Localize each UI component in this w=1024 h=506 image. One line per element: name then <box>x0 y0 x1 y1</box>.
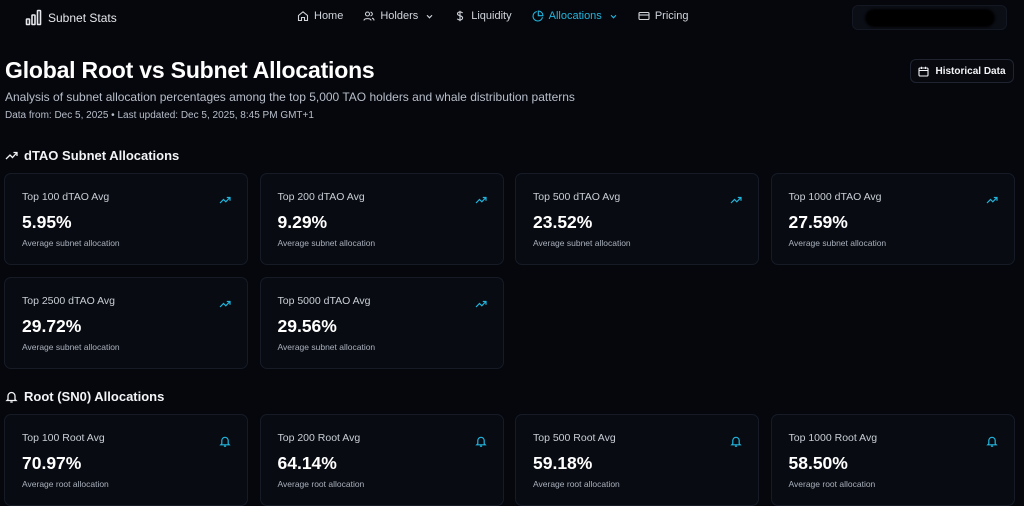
nav-links: Home Holders Liquidity <box>297 10 708 22</box>
card-value: 70.97% <box>22 453 82 473</box>
card-label: Top 1000 Root Avg <box>788 432 878 444</box>
bell-icon <box>474 435 487 447</box>
trending-up-icon <box>475 194 487 206</box>
calendar-icon <box>918 66 930 77</box>
trending-up-icon <box>219 298 231 310</box>
root-card-top-1000: Top 1000 Root Avg 58.50% Average root al… <box>770 414 1015 506</box>
bell-icon <box>730 435 742 447</box>
brand-name: Subnet Stats <box>48 10 117 25</box>
historical-data-button[interactable]: Historical Data <box>910 59 1014 83</box>
card-description: Average root allocation <box>788 479 876 489</box>
card-value: 29.72% <box>22 316 82 336</box>
bell-icon <box>219 435 231 447</box>
card-label: Top 200 dTAO Avg <box>277 191 365 203</box>
brand-logo[interactable]: Subnet Stats <box>25 9 117 26</box>
card-label: Top 100 Root Avg <box>22 432 105 444</box>
dtao-card-top-1000: Top 1000 dTAO Avg 27.59% Average subnet … <box>770 173 1015 265</box>
root-card-grid: Top 100 Root Avg 70.97% Average root all… <box>4 414 1015 506</box>
nav-item-label: Allocations <box>548 10 602 22</box>
card-label: Top 200 Root Avg <box>277 432 361 444</box>
section-title-dtao: dTAO Subnet Allocations <box>5 148 179 163</box>
nav-item-home[interactable]: Home <box>297 10 343 22</box>
card-label: Top 500 dTAO Avg <box>533 191 621 203</box>
nav-item-liquidity[interactable]: Liquidity <box>454 10 512 22</box>
nav-item-label: Home <box>314 10 344 22</box>
section-title-label: Root (SN0) Allocations <box>24 389 165 404</box>
trending-up-icon <box>730 194 742 206</box>
root-card-top-500: Top 500 Root Avg 59.18% Average root all… <box>515 414 759 506</box>
card-description: Average subnet allocation <box>22 238 120 248</box>
card-description: Average subnet allocation <box>277 238 376 248</box>
card-value: 27.59% <box>788 212 848 232</box>
dtao-card-top-5000: Top 5000 dTAO Avg 29.56% Average subnet … <box>259 277 504 369</box>
dtao-card-top-500: Top 500 dTAO Avg 23.52% Average subnet a… <box>515 173 759 265</box>
card-label: Top 2500 dTAO Avg <box>22 295 116 307</box>
chevron-down-icon <box>426 14 433 19</box>
card-description: Average root allocation <box>277 479 365 489</box>
dtao-card-top-200: Top 200 dTAO Avg 9.29% Average subnet al… <box>259 173 504 265</box>
bar-chart-icon <box>25 9 42 26</box>
nav-item-holders[interactable]: Holders <box>363 10 434 22</box>
card-label: Top 1000 dTAO Avg <box>788 191 882 203</box>
bell-icon <box>5 391 18 403</box>
pie-chart-icon <box>532 10 544 22</box>
card-description: Average root allocation <box>22 479 109 489</box>
dollar-icon <box>457 10 464 22</box>
users-icon <box>363 11 375 21</box>
trending-up-icon <box>986 194 998 206</box>
dtao-card-top-100: Top 100 dTAO Avg 5.95% Average subnet al… <box>4 173 248 265</box>
card-description: Average subnet allocation <box>22 342 120 352</box>
section-title-root: Root (SN0) Allocations <box>5 389 164 404</box>
card-description: Average root allocation <box>533 479 620 489</box>
nav-item-label: Holders <box>380 10 419 22</box>
card-label: Top 500 Root Avg <box>533 432 616 444</box>
dtao-card-grid: Top 100 dTAO Avg 5.95% Average subnet al… <box>4 173 1015 369</box>
chevron-down-icon <box>610 14 617 19</box>
card-label: Top 100 dTAO Avg <box>22 191 110 203</box>
historical-data-label: Historical Data <box>935 65 1006 77</box>
trending-up-icon <box>475 298 487 310</box>
section-title-label: dTAO Subnet Allocations <box>24 148 180 163</box>
card-description: Average subnet allocation <box>277 342 376 352</box>
card-value: 23.52% <box>533 212 593 232</box>
nav-item-allocations[interactable]: Allocations <box>532 10 618 22</box>
card-value: 58.50% <box>788 453 848 473</box>
card-value: 59.18% <box>533 453 593 473</box>
card-label: Top 5000 dTAO Avg <box>277 295 371 307</box>
card-icon <box>638 11 650 21</box>
root-card-top-200: Top 200 Root Avg 64.14% Average root all… <box>259 414 504 506</box>
dtao-card-top-2500: Top 2500 dTAO Avg 29.72% Average subnet … <box>4 277 248 369</box>
trending-up-icon <box>219 194 231 206</box>
page-title: Global Root vs Subnet Allocations <box>5 57 375 83</box>
card-description: Average subnet allocation <box>533 238 631 248</box>
card-value: 64.14% <box>277 453 337 473</box>
top-navbar: Subnet Stats Home Holders <box>0 0 1024 36</box>
nav-item-pricing[interactable]: Pricing <box>638 10 689 22</box>
card-value: 29.56% <box>277 316 337 336</box>
card-description: Average subnet allocation <box>788 238 887 248</box>
bell-icon <box>985 435 998 447</box>
nav-item-label: Pricing <box>654 10 689 22</box>
home-icon <box>297 11 309 22</box>
trending-up-icon <box>5 151 18 160</box>
nav-item-label: Liquidity <box>471 10 512 22</box>
redacted-account-area[interactable] <box>852 5 1007 30</box>
root-card-top-100: Top 100 Root Avg 70.97% Average root all… <box>4 414 248 506</box>
card-value: 5.95% <box>22 212 72 232</box>
data-timestamp: Data from: Dec 5, 2025 • Last updated: D… <box>5 110 314 121</box>
card-value: 9.29% <box>277 212 328 232</box>
page-subtitle: Analysis of subnet allocation percentage… <box>5 90 575 104</box>
